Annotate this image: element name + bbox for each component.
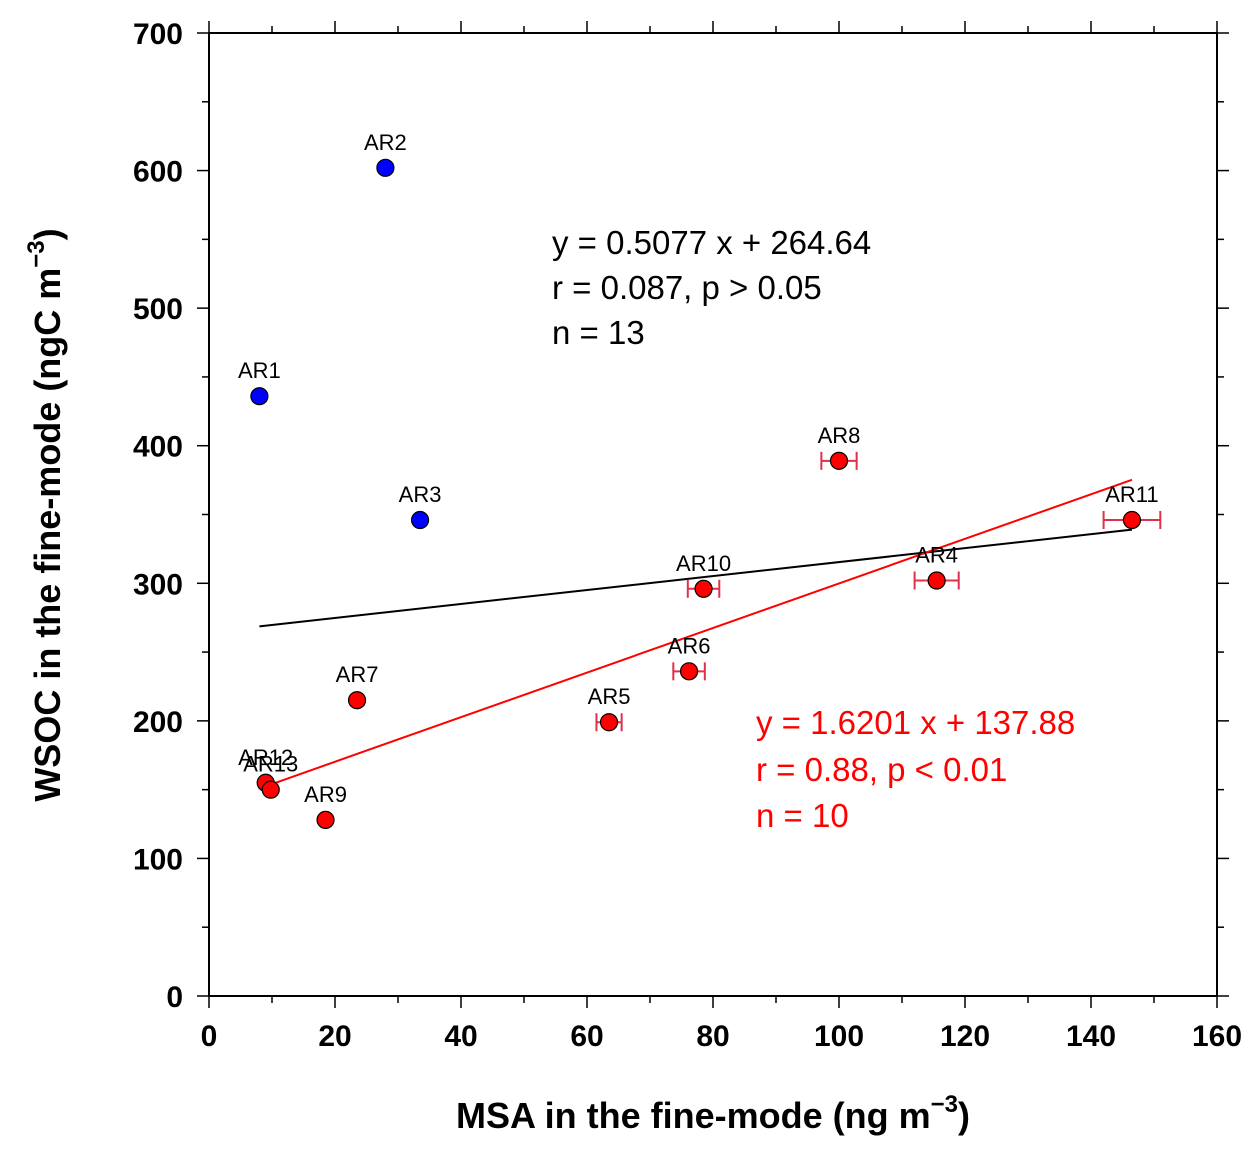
y-tick-label: 400 bbox=[133, 431, 183, 464]
point-label: AR4 bbox=[915, 543, 958, 568]
point-label: AR10 bbox=[676, 551, 731, 576]
annotation-red-stats: r = 0.88, p < 0.01 bbox=[756, 751, 1007, 788]
point-label: AR11 bbox=[1105, 482, 1158, 507]
data-point bbox=[410, 510, 430, 530]
point-label: AR1 bbox=[238, 358, 281, 383]
x-tick-label: 20 bbox=[318, 1020, 351, 1053]
point-label: AR13 bbox=[243, 752, 298, 777]
data-point bbox=[679, 662, 699, 681]
y-axis-title: WSOC in the fine-mode (ngC m−3) bbox=[23, 228, 68, 801]
fit-lines bbox=[259, 478, 1133, 788]
x-tick-label: 60 bbox=[570, 1020, 603, 1053]
x-tick-label: 40 bbox=[444, 1020, 477, 1053]
annotation-all-n: n = 13 bbox=[552, 314, 645, 351]
y-tick-label: 100 bbox=[133, 843, 183, 876]
fit-line-black bbox=[259, 528, 1133, 628]
y-tick-label: 500 bbox=[133, 293, 183, 326]
data-point bbox=[599, 713, 619, 732]
y-tick-label: 300 bbox=[133, 568, 183, 601]
x-tick-label: 120 bbox=[940, 1020, 990, 1053]
x-axis-title: MSA in the fine-mode (ng m−3) bbox=[456, 1091, 970, 1136]
point-label: AR9 bbox=[304, 782, 347, 807]
point-label: AR3 bbox=[399, 482, 442, 507]
data-point bbox=[829, 451, 849, 470]
x-tick-label: 0 bbox=[201, 1020, 218, 1053]
x-tick-label: 140 bbox=[1066, 1020, 1116, 1053]
data-point bbox=[694, 579, 713, 598]
x-tick-label: 160 bbox=[1192, 1020, 1242, 1053]
point-label: AR5 bbox=[588, 684, 631, 709]
data-points: AR1 AR2 AR3 AR4 AR5 AR6 AR7 AR8 AR9 AR10 AR11 AR12A… bbox=[238, 130, 1162, 830]
point-label: AR6 bbox=[668, 633, 711, 658]
fit-line-red bbox=[265, 478, 1133, 788]
axis-ticks: 0 20 40 60 80 100 120 140 160 0 100 200 300 400 500 600… bbox=[133, 18, 1242, 1053]
data-point bbox=[1122, 510, 1142, 530]
x-tick-label: 80 bbox=[696, 1020, 729, 1053]
data-point bbox=[316, 810, 335, 830]
data-point bbox=[927, 571, 946, 590]
annotation-all-equation: y = 0.5077 x + 264.64 bbox=[552, 224, 871, 261]
annotation-red-n: n = 10 bbox=[756, 797, 849, 834]
y-tick-label: 200 bbox=[133, 706, 183, 739]
point-label: AR2 bbox=[364, 130, 407, 155]
y-tick-label: 700 bbox=[133, 18, 183, 51]
data-point bbox=[250, 387, 269, 406]
plot-frame bbox=[208, 32, 1218, 997]
point-label: AR8 bbox=[818, 423, 861, 448]
y-tick-label: 0 bbox=[166, 981, 183, 1014]
annotation-red-equation: y = 1.6201 x + 137.88 bbox=[756, 704, 1075, 741]
data-point bbox=[347, 691, 367, 710]
x-tick-label: 100 bbox=[814, 1020, 864, 1053]
point-label: AR7 bbox=[336, 662, 379, 687]
data-point bbox=[376, 158, 395, 177]
y-tick-label: 600 bbox=[133, 156, 183, 189]
annotation-all-stats: r = 0.087, p > 0.05 bbox=[552, 269, 822, 306]
data-point bbox=[261, 780, 280, 799]
point-label: AR12 bbox=[238, 745, 293, 770]
